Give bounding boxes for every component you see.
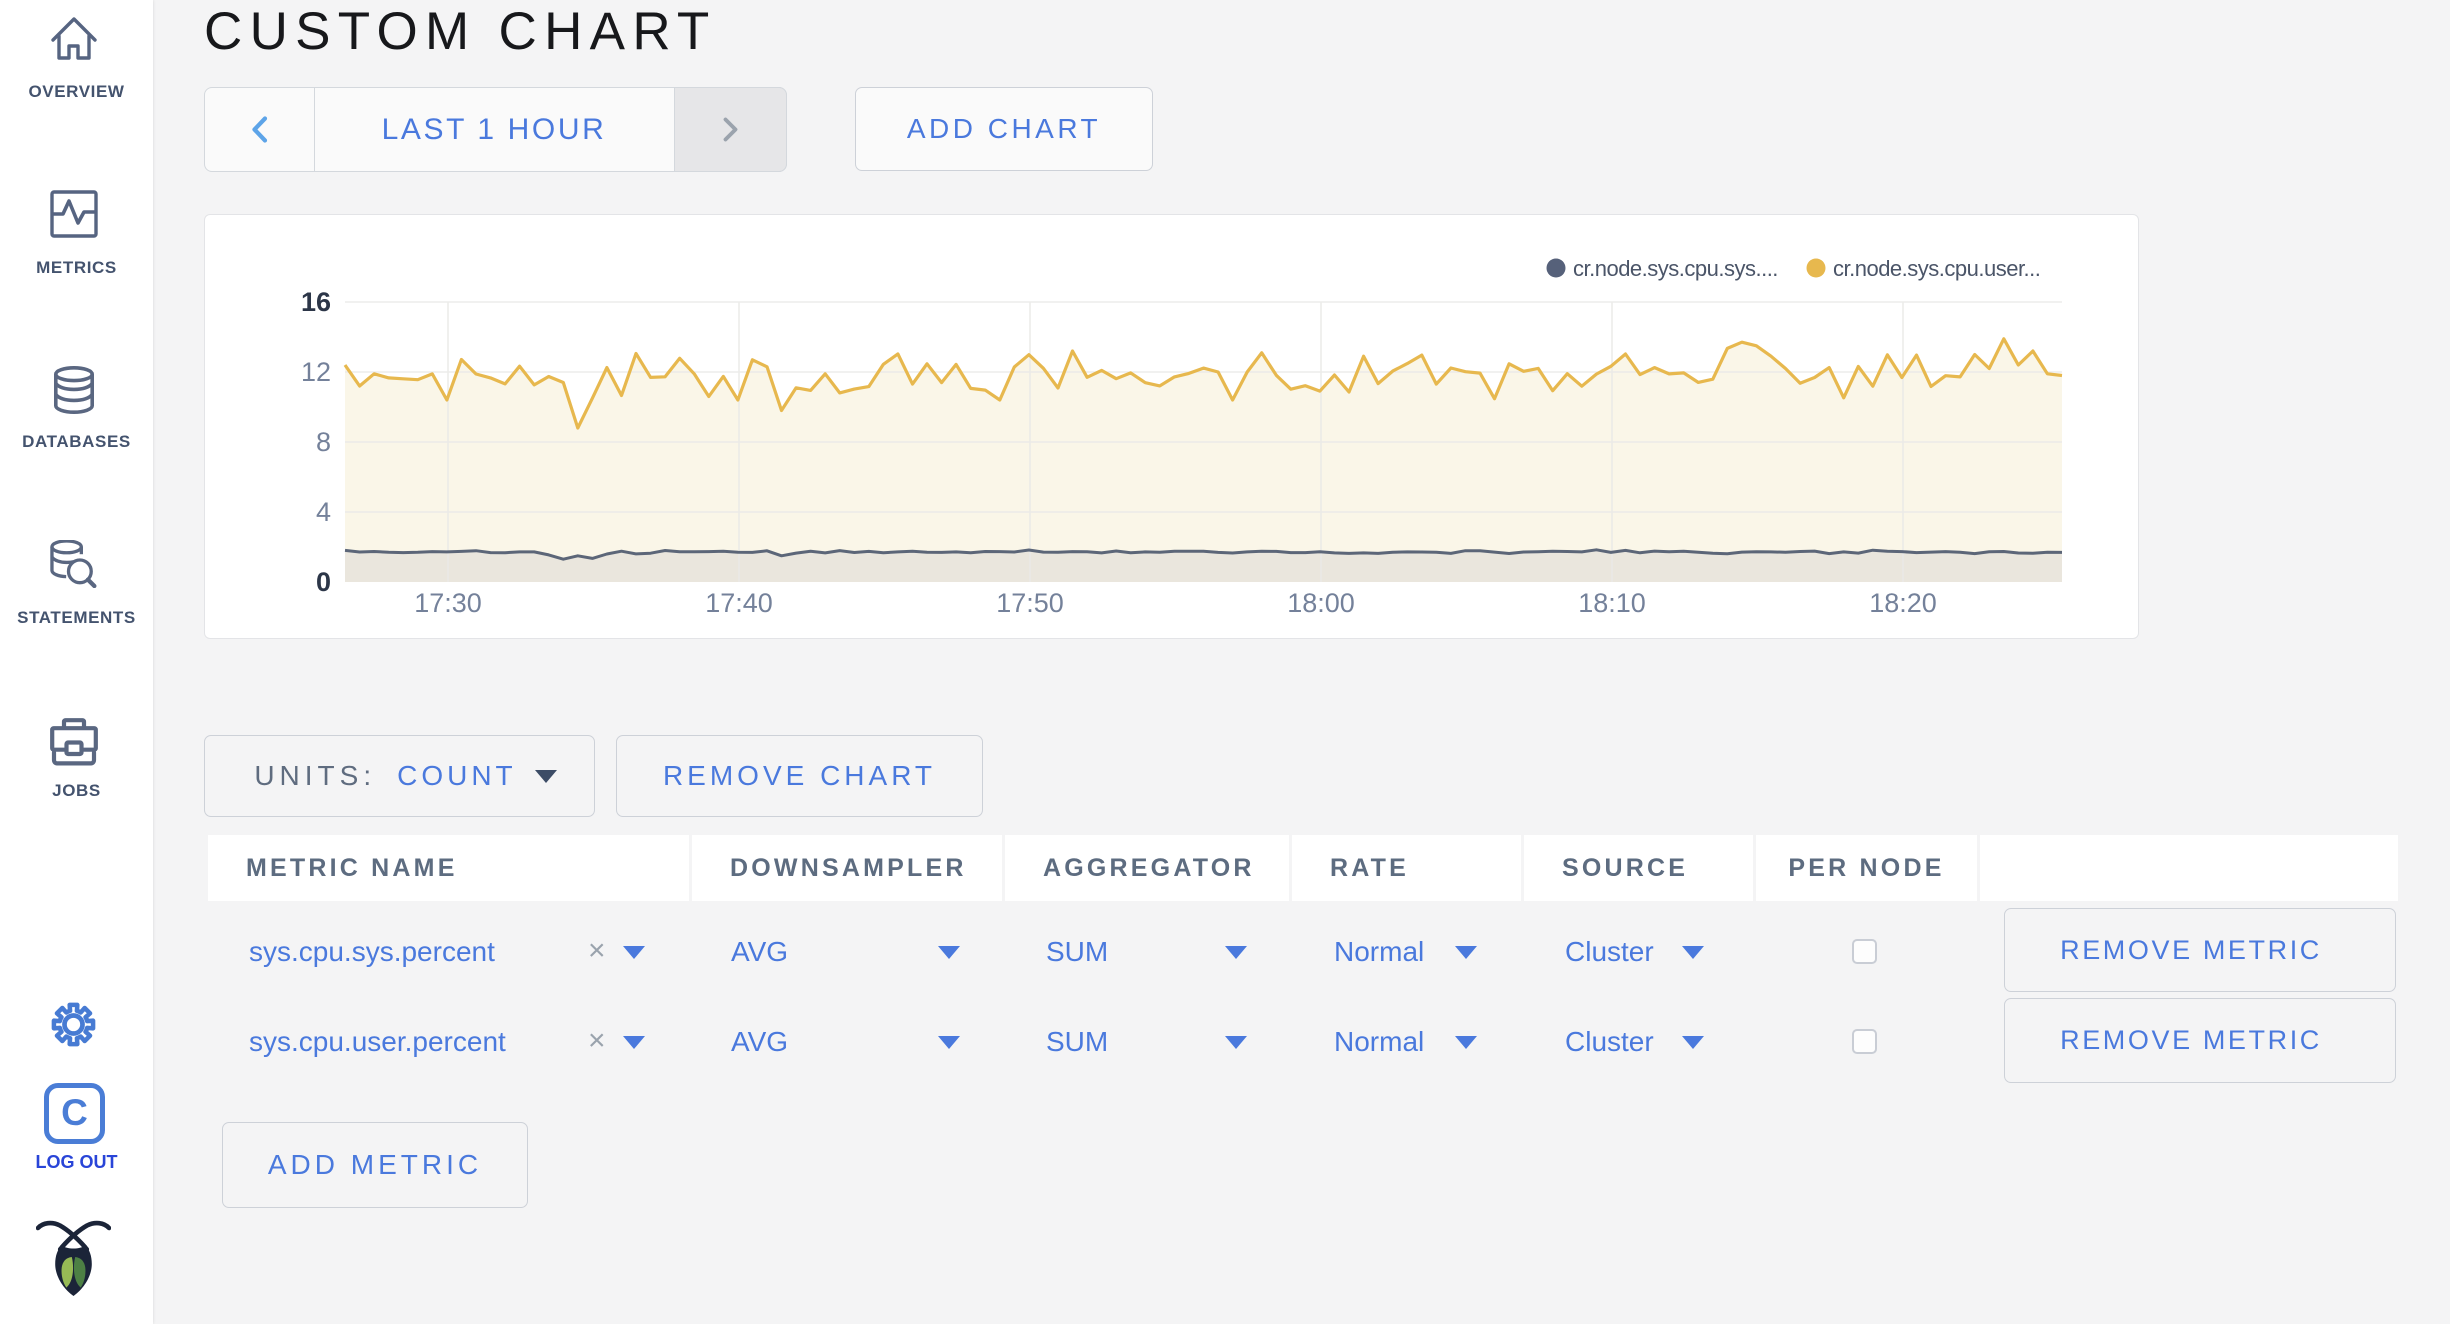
svg-text:4: 4 <box>316 497 331 527</box>
svg-text:18:20: 18:20 <box>1869 588 1937 618</box>
svg-text:18:00: 18:00 <box>1287 588 1355 618</box>
svg-text:0: 0 <box>316 567 331 597</box>
svg-text:16: 16 <box>301 287 331 317</box>
svg-text:cr.node.sys.cpu.sys....: cr.node.sys.cpu.sys.... <box>1573 256 1778 281</box>
svg-text:17:30: 17:30 <box>414 588 482 618</box>
svg-text:cr.node.sys.cpu.user...: cr.node.sys.cpu.user... <box>1833 256 2040 281</box>
svg-text:8: 8 <box>316 427 331 457</box>
svg-text:18:10: 18:10 <box>1578 588 1646 618</box>
svg-text:17:40: 17:40 <box>705 588 773 618</box>
svg-text:12: 12 <box>301 357 331 387</box>
svg-text:17:50: 17:50 <box>996 588 1064 618</box>
